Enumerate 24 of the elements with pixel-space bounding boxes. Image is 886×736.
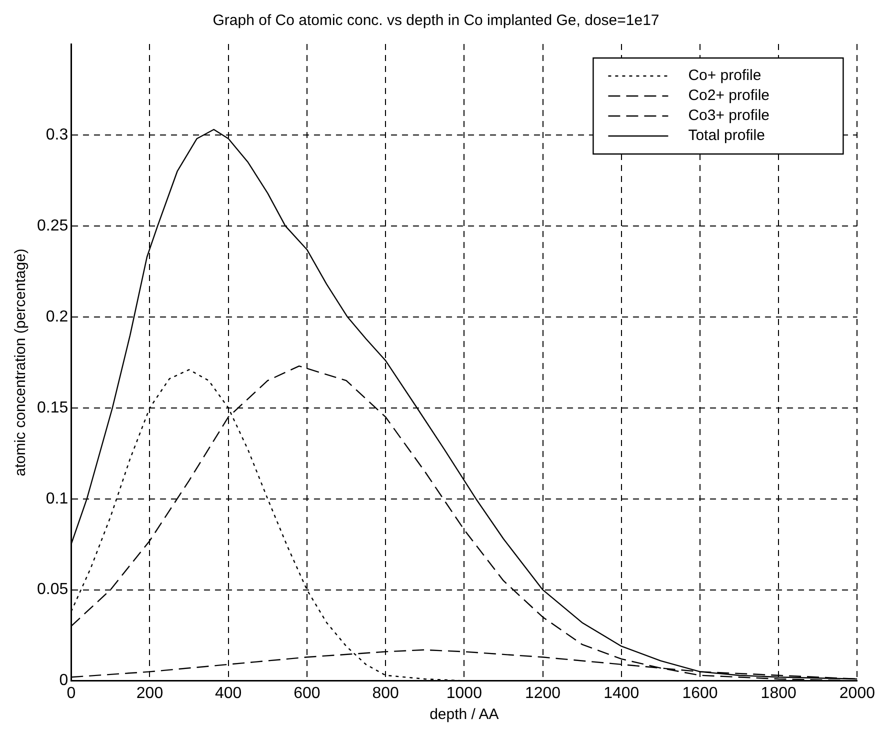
x-tick-label: 1600 bbox=[682, 684, 718, 702]
x-tick-label: 400 bbox=[215, 684, 242, 702]
x-tick-label: 200 bbox=[136, 684, 164, 702]
y-axis-title: atomic concentration (percentage) bbox=[12, 248, 30, 476]
x-tick-label: 800 bbox=[372, 684, 400, 702]
y-tick-label: 0.05 bbox=[37, 581, 68, 598]
legend-label: Co3+ profile bbox=[688, 107, 770, 124]
chart-title: Graph of Co atomic conc. vs depth in Co implanted Ge, dose=1e17 bbox=[212, 12, 660, 30]
legend-label: Co+ profile bbox=[688, 67, 762, 84]
y-tick-label: 0.15 bbox=[37, 399, 68, 416]
y-tick-label: 0.25 bbox=[37, 217, 68, 234]
x-tick-label: 1800 bbox=[760, 684, 796, 702]
y-tick-label: 0.2 bbox=[46, 308, 68, 326]
legend-label: Co2+ profile bbox=[688, 87, 770, 104]
legend-label: Total profile bbox=[688, 127, 765, 144]
x-axis-title: depth / AA bbox=[430, 706, 499, 724]
y-tick-label: 0.1 bbox=[46, 490, 68, 508]
y-tick-label: 0 bbox=[59, 672, 68, 690]
x-tick-label: 2000 bbox=[839, 684, 876, 702]
y-tick-label: 0.3 bbox=[46, 126, 68, 144]
x-tick-label: 1200 bbox=[524, 684, 561, 702]
x-tick-label: 1400 bbox=[604, 684, 640, 702]
x-tick-label: 1000 bbox=[446, 684, 482, 702]
x-tick-label: 600 bbox=[294, 684, 320, 702]
